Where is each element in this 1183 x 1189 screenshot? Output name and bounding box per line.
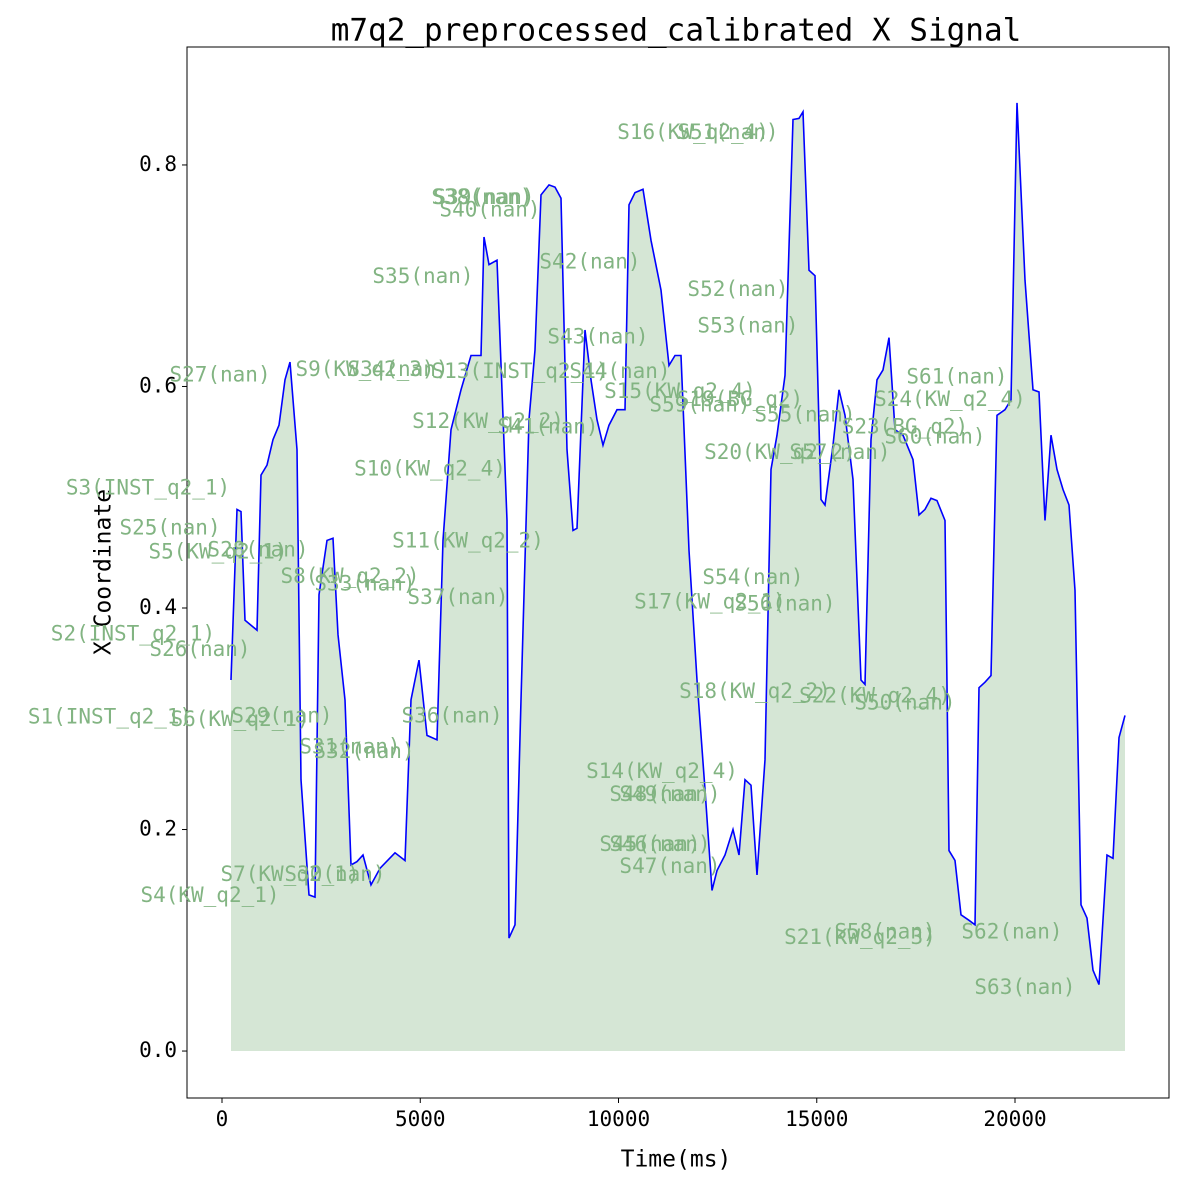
x-axis-label: Time(ms) [621, 1147, 732, 1173]
x-tick-label: 20000 [983, 1107, 1046, 1131]
annotation: S51(nan) [677, 120, 778, 144]
annotation: S48(nan) [609, 782, 710, 806]
annotation: S55(nan) [754, 402, 855, 426]
annotation: S13(INST_q2_1) [432, 359, 609, 383]
annotation: S50(nan) [854, 690, 955, 714]
signal-line [230, 102, 1126, 985]
annotation: S11(KW_q2_2) [392, 529, 544, 553]
annotation: S17(KW_q2_1) [634, 589, 786, 613]
annotation: S32(nan) [313, 739, 414, 763]
annotation: S30(nan) [284, 862, 385, 886]
annotation: S52(nan) [687, 277, 788, 301]
plot-frame [186, 46, 1170, 1099]
annotation: S20(KW_q2_2) [704, 440, 856, 464]
annotation: S63(nan) [974, 975, 1075, 999]
chart-title: m7q2_preprocessed_calibrated X Signal [331, 13, 1022, 49]
annotation: S47(nan) [619, 854, 720, 878]
annotation: S41(nan) [497, 414, 598, 438]
annotation: S43(nan) [547, 325, 648, 349]
annotation: S54(nan) [702, 565, 803, 589]
annotation: S8(KW_q2_2) [280, 564, 419, 588]
x-tick-label: 10000 [587, 1107, 650, 1131]
annotation: S28(nan) [207, 537, 308, 561]
annotation: S19(BG_q2) [677, 387, 803, 411]
annotation: S26(nan) [149, 637, 250, 661]
annotation: S4(KW_q2_1) [140, 883, 279, 907]
annotation: S10(KW_q2_4) [354, 457, 506, 481]
annotation: S22(KW_q2_4) [799, 684, 951, 708]
annotation: S57(nan) [789, 440, 890, 464]
y-tick-label: 0.4 [139, 595, 177, 619]
y-tick-label: 0.6 [139, 373, 177, 397]
annotation: S40(nan) [439, 197, 540, 221]
annotation: S2(INST_q2_1) [51, 622, 215, 646]
annotation: S25(nan) [119, 515, 220, 539]
annotation: S33(nan) [314, 572, 415, 596]
annotation: S45(nan) [599, 832, 700, 856]
annotation: S58(nan) [834, 920, 935, 944]
annotation: S37(nan) [407, 585, 508, 609]
annotation: S44(nan) [569, 359, 670, 383]
annotation: S15(KW_q2_4) [604, 379, 756, 403]
annotation: S3(INST_q2_1) [66, 475, 230, 499]
annotation: S27(nan) [169, 362, 270, 386]
annotation: S59(nan) [649, 392, 750, 416]
annotation: S23(BG_q2) [842, 414, 968, 438]
y-tick-label: 0.8 [139, 152, 177, 176]
x-tick-label: 0 [216, 1107, 229, 1131]
area-fill [231, 102, 1125, 1052]
annotation: S60(nan) [884, 424, 985, 448]
x-tick-label: 15000 [785, 1107, 848, 1131]
x-tick-label: 5000 [395, 1107, 446, 1131]
annotation: S14(KW_q2_4) [586, 759, 738, 783]
annotation: S1(INST_q2_1) [28, 705, 192, 729]
annotation: S24(KW_q2_4) [874, 387, 1026, 411]
y-tick-label: 0.2 [139, 817, 177, 841]
annotation: S36(nan) [401, 704, 502, 728]
annotation: S7(KW_q2_1) [220, 862, 359, 886]
annotation: S6(KW_q2_1) [170, 707, 309, 731]
y-axis-label: X Coordinate [91, 489, 117, 655]
annotation: S38(nan) [431, 185, 532, 209]
annotation: S42(nan) [539, 249, 640, 273]
annotation: S18(KW_q2_2) [679, 679, 831, 703]
annotation: S46(nan) [609, 832, 710, 856]
annotation: S49(nan) [619, 782, 720, 806]
annotation: S39(nan) [433, 185, 534, 209]
annotation: S29(nan) [231, 704, 332, 728]
annotation: S16(KW_q2_4) [617, 120, 769, 144]
annotation: S61(nan) [906, 365, 1007, 389]
annotation: S53(nan) [697, 314, 798, 338]
y-tick-label: 0.0 [139, 1038, 177, 1062]
annotation: S31(nan) [299, 735, 400, 759]
annotation: S56(nan) [734, 592, 835, 616]
annotation: S35(nan) [372, 264, 473, 288]
annotation: S9(KW_q2_3) [295, 357, 434, 381]
annotation: S12(KW_q2_2) [412, 409, 564, 433]
annotation: S5(KW_q2_1) [148, 540, 287, 564]
annotation: S21(KW_q2_3) [784, 925, 936, 949]
annotation: S62(nan) [961, 920, 1062, 944]
annotation: S34(nan) [347, 357, 448, 381]
